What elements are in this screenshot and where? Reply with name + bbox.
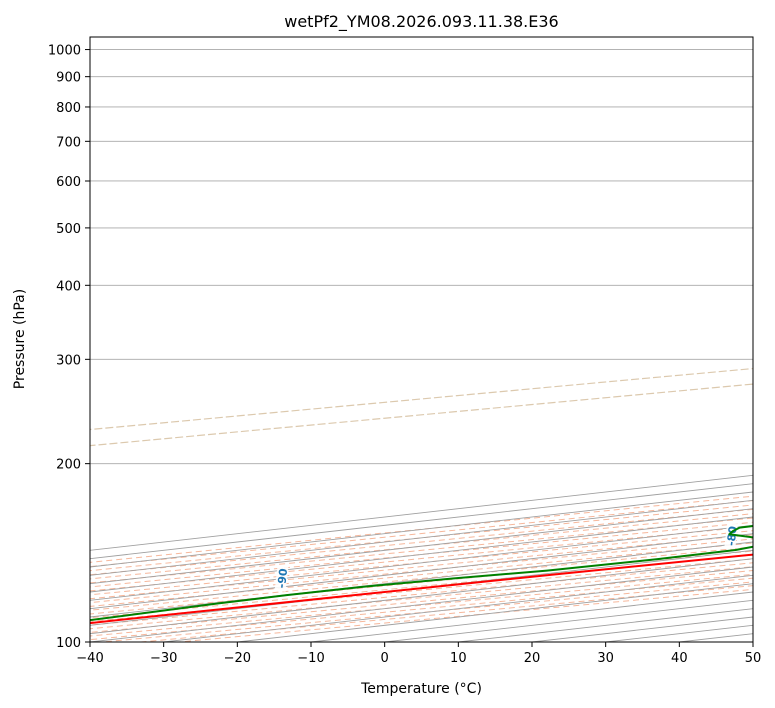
- dry-adiabat: [90, 521, 753, 588]
- y-tick-label: 100: [56, 636, 81, 651]
- y-tick-label: 1000: [48, 44, 81, 59]
- y-tick-label: 600: [56, 175, 81, 190]
- isotherm-line: [90, 491, 753, 568]
- x-tick-label: 40: [671, 651, 688, 666]
- chart-title: wetPf2_YM08.2026.093.11.38.E36: [284, 12, 558, 32]
- x-tick-label: 0: [381, 651, 389, 666]
- isotherm-line: [90, 524, 753, 601]
- x-axis-label: Temperature (°C): [360, 681, 482, 697]
- dry-adiabat: [90, 525, 753, 592]
- x-tick-label: 50: [745, 651, 762, 666]
- y-tick-label: 400: [56, 279, 81, 294]
- dry-adiabat: [90, 504, 753, 572]
- y-axis-label: Pressure (hPa): [12, 289, 28, 389]
- plot-frame: [89, 36, 754, 643]
- isotherm-label-bg: [274, 564, 289, 592]
- dry-adiabat: [90, 530, 753, 596]
- isotherm-line: [90, 499, 753, 576]
- y-tick-label: 200: [56, 458, 81, 473]
- isotherm-line: [90, 474, 753, 551]
- isotherm-line: [90, 516, 753, 593]
- x-tick-label: −10: [297, 651, 324, 666]
- x-tick-label: 20: [524, 651, 541, 666]
- isotherm-line: [90, 508, 753, 585]
- dry-adiabat: [90, 508, 753, 576]
- plot-area: 0.10.20.40.611.52346810131620253036-100-…: [90, 49, 753, 642]
- isotherm-line: [90, 533, 753, 610]
- isotherm-line: [90, 483, 753, 560]
- y-tick-label: 800: [56, 101, 81, 116]
- isotherm-label: -90: [275, 567, 290, 589]
- x-tick-label: 10: [450, 651, 467, 666]
- axes: −40 −30 −20 −10 0 10 20 30 40 50 100 200 300 400 500 60…: [48, 44, 761, 666]
- x-tick-label: −30: [150, 651, 177, 666]
- x-tick-label: −20: [224, 651, 251, 666]
- y-tick-label: 500: [56, 222, 81, 237]
- y-tick-label: 900: [56, 71, 81, 86]
- y-tick-label: 700: [56, 135, 81, 150]
- x-tick-label: −40: [76, 651, 103, 666]
- x-tick-label: 30: [597, 651, 614, 666]
- dewpoint-trace: [90, 524, 753, 622]
- plot-background: [90, 37, 753, 642]
- y-tick-label: 300: [56, 353, 81, 368]
- dry-adiabat: [90, 500, 753, 568]
